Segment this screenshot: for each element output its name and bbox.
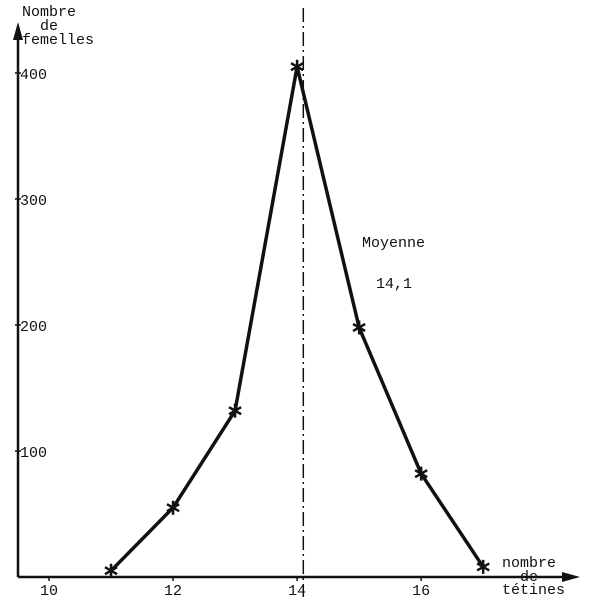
x-tick-label: 16 xyxy=(412,583,430,600)
x-label-line: nombre xyxy=(502,555,556,572)
x-label-line: tétines xyxy=(502,582,565,599)
x-axis-arrow xyxy=(562,572,580,582)
x-tick-label: 12 xyxy=(164,583,182,600)
y-label-line: de xyxy=(40,18,58,35)
y-tick-label: 100 xyxy=(20,445,47,462)
data-point xyxy=(104,563,118,578)
x-tick-label: 10 xyxy=(40,583,58,600)
data-point xyxy=(476,559,490,574)
y-label-line: Nombre xyxy=(22,4,76,21)
data-point xyxy=(228,403,242,418)
data-point xyxy=(414,466,428,481)
y-tick-label: 200 xyxy=(20,319,47,336)
y-tick-label: 300 xyxy=(20,193,47,210)
y-axis-arrow xyxy=(13,22,23,40)
y-tick-label: 400 xyxy=(20,67,47,84)
x-tick-label: 14 xyxy=(288,583,306,600)
y-label-line: femelles xyxy=(22,32,94,49)
data-point xyxy=(352,320,366,335)
data-point xyxy=(166,500,180,515)
mean-label: 14,1 xyxy=(376,276,412,293)
mean-name: Moyenne xyxy=(362,235,425,252)
x-label-line: de xyxy=(520,569,538,586)
data-point xyxy=(290,59,304,74)
data-line xyxy=(109,64,485,572)
